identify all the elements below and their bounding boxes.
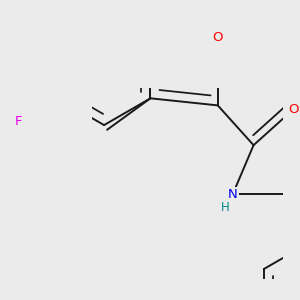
Text: F: F	[15, 115, 22, 128]
Text: O: O	[288, 103, 298, 116]
Text: O: O	[212, 31, 223, 44]
Text: N: N	[228, 188, 238, 201]
Text: H: H	[220, 201, 230, 214]
